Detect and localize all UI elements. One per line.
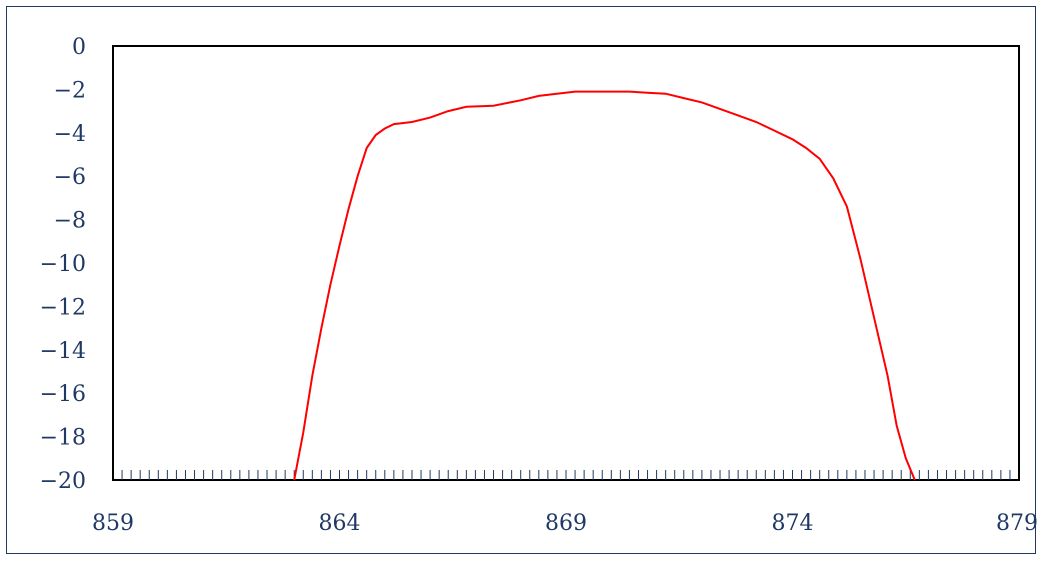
y-tick-label: −10 (40, 252, 86, 277)
y-tick-label: −4 (54, 122, 86, 147)
y-tick-label: −2 (54, 78, 86, 103)
y-tick-label: −6 (54, 165, 86, 190)
y-tick-label: −16 (40, 382, 86, 407)
y-tick-label: −12 (40, 295, 86, 320)
x-tick-labels: 859 864 869 874 879 (92, 511, 1038, 536)
y-tick-labels: 0 −2 −4 −6 −8 −10 −12 −14 −16 −18 −20 (40, 35, 86, 494)
y-tick-label: −14 (40, 339, 86, 364)
y-tick-label: −18 (40, 426, 86, 451)
x-tick-label: 859 (92, 511, 134, 536)
y-tick-label: 0 (72, 35, 86, 60)
y-tick-label: −8 (54, 209, 86, 234)
x-tick-label: 874 (772, 511, 814, 536)
series-line (293, 90, 916, 481)
x-tick-label: 879 (996, 511, 1038, 536)
x-tick-label: 864 (319, 511, 361, 536)
plot-area (112, 45, 1020, 481)
x-tick-label: 869 (545, 511, 587, 536)
x-minor-ticks (121, 470, 1011, 480)
y-tick-label: −20 (40, 469, 86, 494)
